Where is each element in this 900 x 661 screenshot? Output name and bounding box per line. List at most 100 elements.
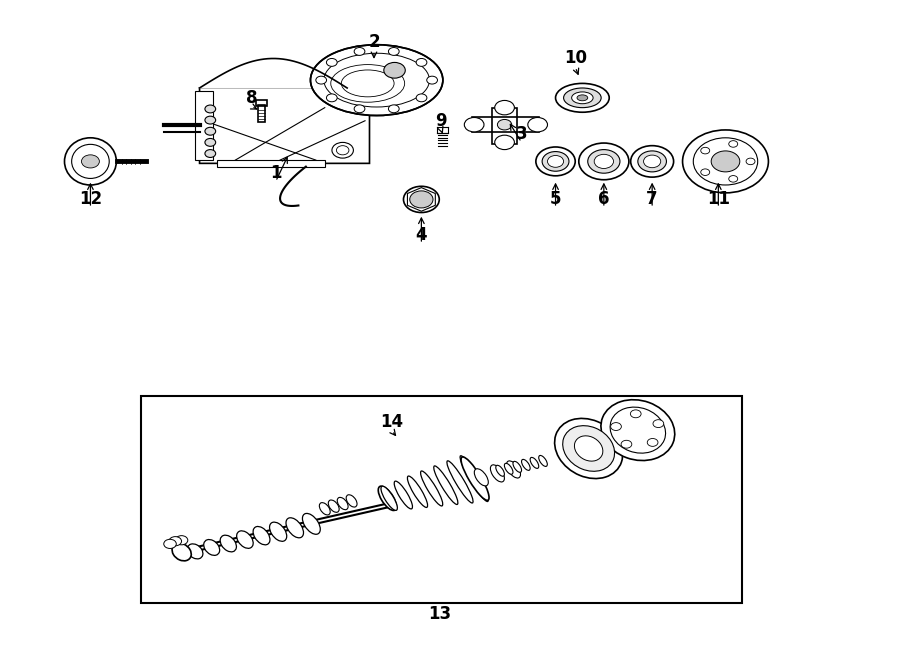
Circle shape [464,118,484,132]
Text: 5: 5 [550,190,562,208]
Ellipse shape [320,502,330,515]
Ellipse shape [394,481,412,509]
Text: 6: 6 [598,190,609,208]
Text: 7: 7 [646,190,658,208]
Ellipse shape [237,531,253,549]
Ellipse shape [522,459,530,471]
Ellipse shape [539,455,547,467]
Ellipse shape [491,465,504,482]
Circle shape [711,151,740,172]
Circle shape [355,105,365,113]
Text: 13: 13 [428,605,451,623]
Circle shape [746,158,755,165]
Ellipse shape [65,137,116,185]
Circle shape [527,118,547,132]
Polygon shape [408,188,436,212]
Polygon shape [218,160,325,167]
Circle shape [355,48,365,56]
Circle shape [416,94,427,102]
Ellipse shape [338,497,348,510]
Text: 10: 10 [563,50,587,67]
Circle shape [638,151,667,172]
Bar [195,91,213,160]
Text: 2: 2 [368,33,380,51]
Ellipse shape [172,543,192,561]
Text: 14: 14 [381,413,403,431]
Ellipse shape [530,457,539,469]
Circle shape [588,149,620,173]
Circle shape [327,94,338,102]
Ellipse shape [577,95,588,100]
Ellipse shape [220,535,237,552]
Text: 1: 1 [270,164,282,182]
Circle shape [644,155,661,168]
Bar [472,118,539,132]
Ellipse shape [572,92,593,104]
Bar [256,100,266,106]
Ellipse shape [328,500,339,512]
Circle shape [205,116,216,124]
Circle shape [383,62,405,78]
Ellipse shape [346,495,357,507]
Circle shape [403,186,439,213]
Ellipse shape [563,88,601,108]
Circle shape [547,155,563,167]
Ellipse shape [253,526,270,545]
Circle shape [495,100,515,115]
Circle shape [205,138,216,146]
Circle shape [205,128,216,136]
Circle shape [332,142,354,158]
Circle shape [82,155,99,168]
Circle shape [682,130,769,193]
Ellipse shape [270,522,287,541]
Ellipse shape [378,486,397,510]
Text: 12: 12 [79,190,102,208]
Ellipse shape [408,476,427,508]
Ellipse shape [554,418,623,479]
Circle shape [205,149,216,157]
Text: 9: 9 [436,112,447,130]
Circle shape [621,440,632,448]
Text: 3: 3 [516,125,527,143]
Ellipse shape [504,463,513,475]
Circle shape [169,537,182,546]
Circle shape [389,48,400,56]
Circle shape [542,151,569,171]
Circle shape [701,147,710,154]
Ellipse shape [574,436,603,461]
Polygon shape [200,88,370,163]
Text: 11: 11 [706,190,730,208]
Ellipse shape [187,544,202,559]
Ellipse shape [601,400,675,461]
Circle shape [495,136,515,149]
Circle shape [427,76,437,84]
Text: 4: 4 [416,227,428,245]
Circle shape [594,154,614,169]
Circle shape [610,422,621,430]
Ellipse shape [460,455,489,502]
Ellipse shape [434,466,458,504]
Ellipse shape [203,539,220,555]
Ellipse shape [562,426,615,471]
Circle shape [729,176,738,182]
Circle shape [630,410,641,418]
Circle shape [647,438,658,446]
Ellipse shape [447,461,473,503]
Bar [141,396,742,603]
Ellipse shape [310,45,443,116]
Bar [492,108,517,143]
Ellipse shape [302,514,320,534]
Ellipse shape [555,83,609,112]
Ellipse shape [474,469,489,486]
Circle shape [164,539,176,549]
Circle shape [389,105,400,113]
Circle shape [579,143,629,180]
Ellipse shape [496,465,504,477]
Circle shape [701,169,710,175]
Circle shape [410,191,433,208]
Ellipse shape [513,461,522,473]
Polygon shape [200,59,347,88]
Circle shape [536,147,575,176]
Circle shape [416,58,427,66]
Circle shape [729,141,738,147]
